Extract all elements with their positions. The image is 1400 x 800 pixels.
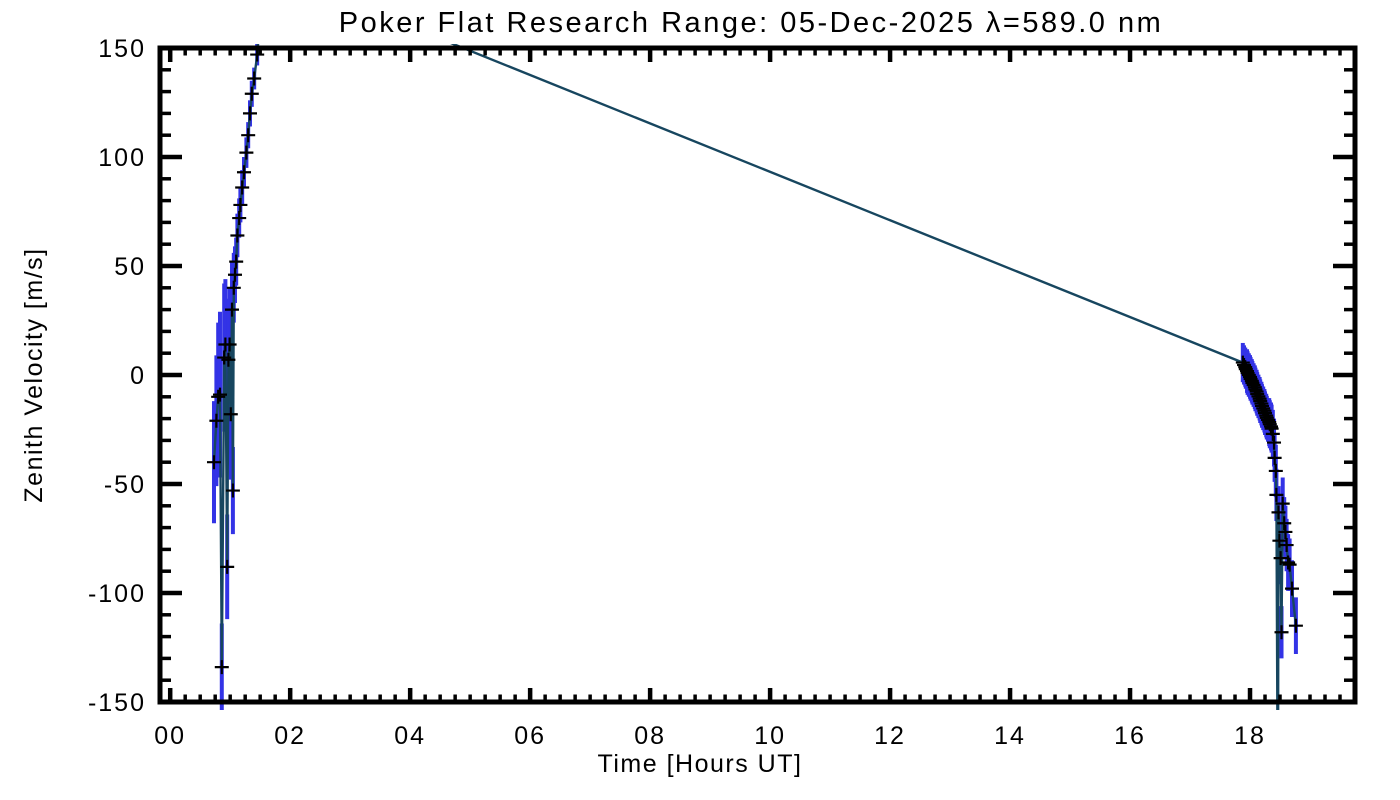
y-tick-label: -100 — [88, 580, 146, 608]
plus-marker — [1282, 557, 1297, 572]
x-tick-label: 16 — [1114, 722, 1146, 750]
plus-marker — [241, 128, 256, 143]
chart-title: Poker Flat Research Range: 05-Dec-2025 λ… — [339, 7, 1164, 39]
error-bars-layer — [211, 44, 1298, 710]
plus-marker — [242, 106, 257, 121]
plus-marker — [1267, 450, 1282, 465]
plus-marker — [247, 71, 262, 86]
marker-layer — [206, 47, 1303, 675]
x-tick-label: 18 — [1234, 722, 1266, 750]
plus-marker — [226, 280, 241, 295]
y-tick-label: 100 — [98, 144, 146, 172]
tick-label-layer: 00 02 04 06 08 10 12 14 16 18 -150 -100 -50 0 50 100 150 — [88, 35, 1266, 750]
plus-marker — [1278, 524, 1293, 539]
plus-marker — [1277, 516, 1292, 531]
plus-marker — [1268, 463, 1283, 478]
series-line-layer — [212, 44, 1298, 710]
plus-marker — [1281, 555, 1296, 570]
plus-marker — [233, 197, 248, 212]
y-tick-label: 50 — [114, 253, 146, 281]
plus-marker — [224, 302, 239, 317]
y-tick-label: -50 — [104, 471, 146, 499]
x-tick-label: 12 — [874, 722, 906, 750]
plus-marker — [221, 352, 236, 367]
axes-layer — [157, 45, 1358, 705]
plus-marker — [1288, 618, 1303, 633]
plus-marker — [1273, 551, 1288, 566]
plus-marker — [229, 254, 244, 269]
x-tick-label: 10 — [754, 722, 786, 750]
x-tick-label: 00 — [154, 722, 186, 750]
plus-marker — [220, 559, 235, 574]
plus-marker — [239, 145, 254, 160]
plus-marker — [211, 389, 226, 404]
plus-marker — [235, 180, 250, 195]
plus-marker — [1279, 538, 1294, 553]
x-axis-label: Time [Hours UT] — [598, 750, 803, 778]
plus-marker — [206, 455, 221, 470]
y-tick-label: 150 — [98, 35, 146, 63]
plus-marker — [1285, 581, 1300, 596]
plus-marker — [225, 483, 240, 498]
plus-marker — [230, 228, 245, 243]
x-tick-label: 02 — [274, 722, 306, 750]
plus-marker — [1265, 426, 1280, 441]
plot-frame — [157, 45, 1358, 705]
plus-marker — [209, 413, 224, 428]
plus-marker — [1275, 496, 1290, 511]
plus-marker — [244, 86, 259, 101]
plus-marker — [236, 165, 251, 180]
x-tick-label: 04 — [394, 722, 426, 750]
plus-marker — [1272, 533, 1287, 548]
plus-marker — [212, 387, 227, 402]
x-tick-label: 14 — [994, 722, 1026, 750]
x-tick-label: 08 — [634, 722, 666, 750]
plus-marker — [214, 660, 229, 675]
plus-marker — [1271, 505, 1286, 520]
plus-marker — [1267, 435, 1282, 450]
y-tick-label: -150 — [88, 689, 146, 717]
plus-marker — [232, 211, 247, 226]
plus-marker — [1269, 487, 1284, 502]
plus-marker — [222, 337, 237, 352]
plus-marker — [1274, 625, 1289, 640]
y-tick-label: 0 — [130, 362, 146, 390]
x-tick-label: 06 — [514, 722, 546, 750]
y-axis-label: Zenith Velocity [m/s] — [20, 247, 48, 502]
series-line — [212, 44, 1298, 710]
plus-marker — [227, 267, 242, 282]
plus-marker — [223, 407, 238, 422]
